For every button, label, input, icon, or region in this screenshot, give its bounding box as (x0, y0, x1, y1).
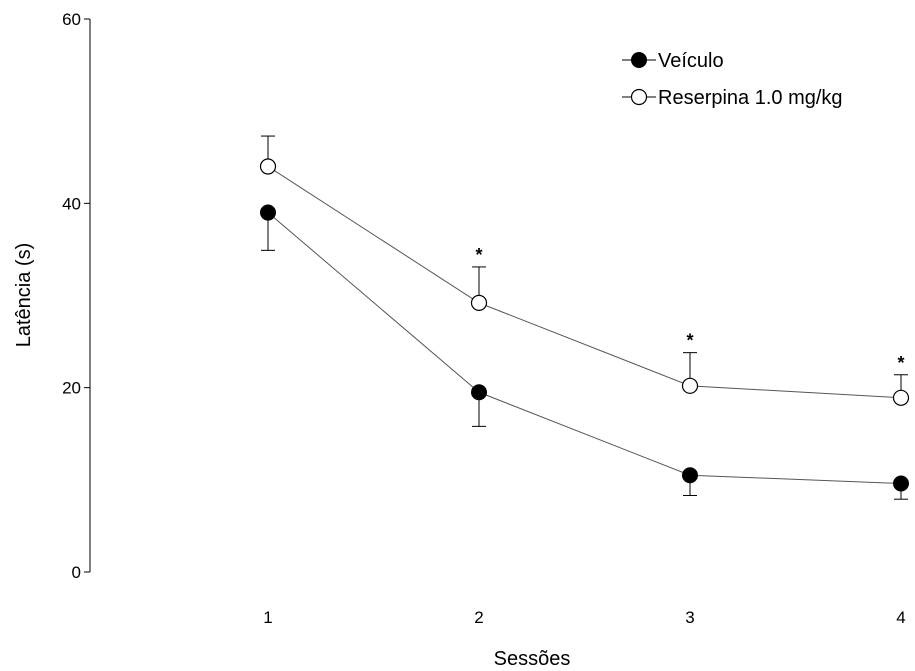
x-tick-label-1: 1 (263, 608, 272, 627)
legend-marker-vehicle (631, 52, 647, 68)
y-tick-label-20: 20 (62, 379, 81, 398)
x-tick-labels: 1 2 3 4 (263, 608, 905, 627)
series-0-point-3 (682, 467, 698, 484)
series-1-point-1 (259, 158, 277, 175)
series-1 (259, 135, 910, 406)
significance-layer: * * * (475, 245, 904, 373)
significance-marker-4: * (897, 353, 904, 373)
series-0-line (267, 212, 902, 485)
y-axis-title: Latência (s) (13, 243, 35, 348)
legend-marker-reserpine (630, 88, 648, 106)
series-1-point-4 (892, 389, 910, 406)
series-1-point-3 (681, 377, 699, 394)
y-tick-label-0: 0 (72, 563, 81, 582)
x-tick-label-3: 3 (685, 608, 694, 627)
significance-marker-2: * (475, 245, 482, 265)
series-0-point-1 (260, 204, 276, 221)
legend-item-vehicle: Veículo (622, 50, 724, 72)
x-tick-label-4: 4 (896, 608, 905, 627)
y-tick-label-60: 60 (62, 10, 81, 29)
series-0 (260, 204, 909, 500)
x-axis-title: Sessões (494, 648, 571, 670)
legend-item-reserpine: Reserpina 1.0 mg/kg (622, 87, 843, 109)
legend: Veículo Reserpina 1.0 mg/kg (622, 50, 843, 109)
x-tick-label-2: 2 (474, 608, 483, 627)
y-axis: 0 20 40 60 (62, 10, 91, 582)
series-1-point-2 (470, 294, 488, 311)
significance-marker-3: * (686, 331, 693, 351)
series-1-line (267, 166, 902, 399)
series-0-point-4 (893, 475, 909, 492)
y-ticks: 0 20 40 60 (62, 10, 90, 582)
series-0-point-2 (471, 384, 487, 401)
series-layer (259, 135, 910, 500)
y-tick-label-40: 40 (62, 194, 81, 213)
legend-label-vehicle: Veículo (658, 50, 724, 72)
legend-label-reserpine: Reserpina 1.0 mg/kg (658, 87, 843, 109)
